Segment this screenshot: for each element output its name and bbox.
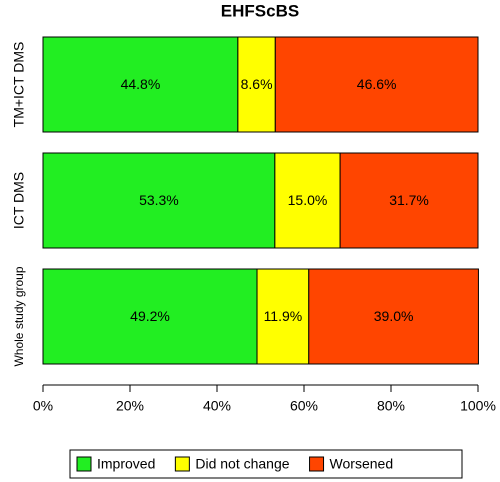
legend-label: Did not change — [195, 456, 289, 472]
bar-segment — [42, 152, 276, 249]
value-label: 49.2% — [130, 308, 170, 324]
value-label: 15.0% — [288, 192, 328, 208]
value-label: 53.3% — [139, 192, 179, 208]
value-label: 8.6% — [241, 76, 273, 92]
chart-title: EHFScBS — [221, 1, 299, 20]
value-label: 44.8% — [121, 76, 161, 92]
bar-segment — [274, 36, 479, 133]
bar-segment — [256, 268, 310, 365]
y-tick-label: ICT DMS — [11, 172, 27, 229]
x-tick-label: 0% — [33, 398, 53, 414]
x-tick-label: 60% — [290, 398, 318, 414]
bar-segment — [237, 36, 276, 133]
value-label: 46.6% — [357, 76, 397, 92]
bar-segment — [339, 152, 479, 249]
legend-swatch — [76, 456, 92, 472]
x-tick-label: 20% — [116, 398, 144, 414]
legend-box — [69, 449, 463, 479]
value-label: 31.7% — [389, 192, 429, 208]
value-label: 39.0% — [374, 308, 414, 324]
bar-segment — [308, 268, 479, 365]
bar-segment — [42, 36, 239, 133]
value-label: 11.9% — [264, 308, 303, 324]
y-tick-label: Whole study group — [12, 266, 26, 366]
x-tick-label: 40% — [203, 398, 231, 414]
legend-swatch — [309, 456, 325, 472]
bar-segment — [42, 268, 258, 365]
bar-segment — [274, 152, 341, 249]
x-tick-label: 80% — [377, 398, 405, 414]
legend-swatch — [174, 456, 190, 472]
y-tick-label: TM+ICT DMS — [11, 42, 27, 128]
legend-label: Worsened — [330, 456, 394, 472]
x-tick-label: 100% — [460, 398, 496, 414]
legend-label: Improved — [97, 456, 155, 472]
